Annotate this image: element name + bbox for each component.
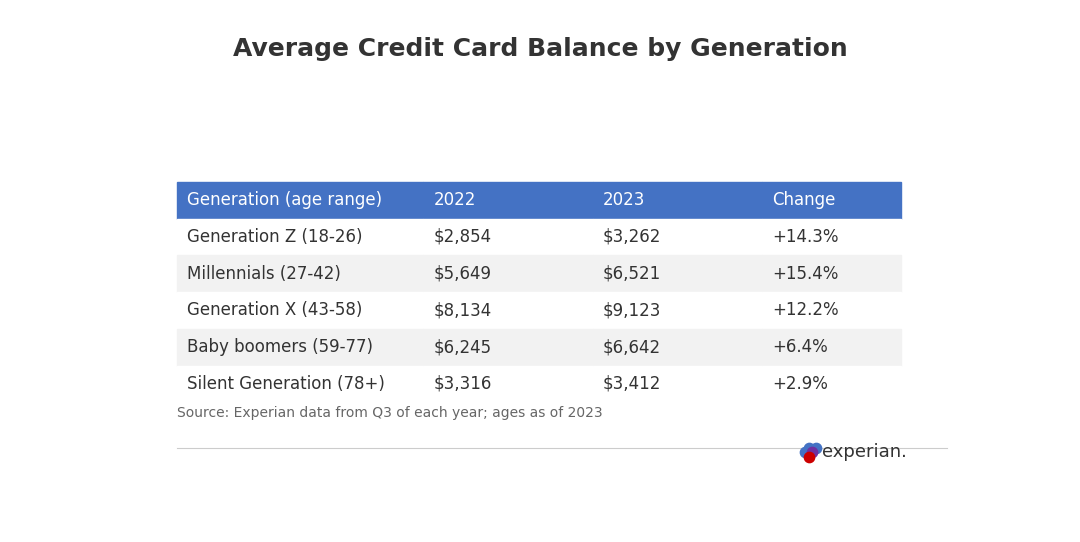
Text: Baby boomers (59-77): Baby boomers (59-77) — [187, 338, 373, 356]
Point — [800, 443, 818, 452]
FancyBboxPatch shape — [177, 255, 423, 292]
Text: +2.9%: +2.9% — [772, 375, 828, 393]
Text: Change: Change — [772, 191, 836, 209]
FancyBboxPatch shape — [593, 329, 762, 365]
FancyBboxPatch shape — [423, 292, 593, 329]
Text: $5,649: $5,649 — [433, 264, 491, 283]
FancyBboxPatch shape — [762, 218, 901, 255]
Text: +6.4%: +6.4% — [772, 338, 828, 356]
Text: $9,123: $9,123 — [603, 301, 661, 319]
Text: $2,854: $2,854 — [433, 228, 491, 246]
Text: Average Credit Card Balance by Generation: Average Credit Card Balance by Generatio… — [232, 37, 848, 61]
Point — [808, 443, 825, 452]
FancyBboxPatch shape — [593, 365, 762, 402]
FancyBboxPatch shape — [762, 255, 901, 292]
FancyBboxPatch shape — [593, 182, 762, 218]
Text: 2023: 2023 — [603, 191, 645, 209]
FancyBboxPatch shape — [593, 218, 762, 255]
Text: experian.: experian. — [822, 443, 907, 461]
Text: +14.3%: +14.3% — [772, 228, 839, 246]
FancyBboxPatch shape — [762, 292, 901, 329]
Text: Millennials (27-42): Millennials (27-42) — [187, 264, 341, 283]
FancyBboxPatch shape — [423, 218, 593, 255]
FancyBboxPatch shape — [177, 218, 423, 255]
FancyBboxPatch shape — [423, 365, 593, 402]
FancyBboxPatch shape — [177, 365, 423, 402]
Text: Generation Z (18-26): Generation Z (18-26) — [187, 228, 363, 246]
Point — [796, 448, 813, 456]
FancyBboxPatch shape — [762, 365, 901, 402]
Text: +12.2%: +12.2% — [772, 301, 839, 319]
FancyBboxPatch shape — [423, 329, 593, 365]
Text: Silent Generation (78+): Silent Generation (78+) — [187, 375, 384, 393]
FancyBboxPatch shape — [177, 292, 423, 329]
Text: Generation (age range): Generation (age range) — [187, 191, 382, 209]
FancyBboxPatch shape — [177, 329, 423, 365]
Text: 2022: 2022 — [433, 191, 475, 209]
Text: Generation X (43-58): Generation X (43-58) — [187, 301, 362, 319]
Text: $6,521: $6,521 — [603, 264, 661, 283]
FancyBboxPatch shape — [762, 329, 901, 365]
Text: $3,412: $3,412 — [603, 375, 661, 393]
Text: $8,134: $8,134 — [433, 301, 491, 319]
Text: $6,642: $6,642 — [603, 338, 661, 356]
Text: $3,316: $3,316 — [433, 375, 491, 393]
FancyBboxPatch shape — [593, 255, 762, 292]
FancyBboxPatch shape — [593, 292, 762, 329]
Point — [800, 452, 818, 461]
Text: $6,245: $6,245 — [433, 338, 491, 356]
Text: $3,262: $3,262 — [603, 228, 661, 246]
FancyBboxPatch shape — [177, 182, 423, 218]
FancyBboxPatch shape — [423, 255, 593, 292]
FancyBboxPatch shape — [762, 182, 901, 218]
FancyBboxPatch shape — [423, 182, 593, 218]
Text: +15.4%: +15.4% — [772, 264, 838, 283]
Text: Source: Experian data from Q3 of each year; ages as of 2023: Source: Experian data from Q3 of each ye… — [177, 406, 603, 421]
Point — [804, 448, 821, 456]
